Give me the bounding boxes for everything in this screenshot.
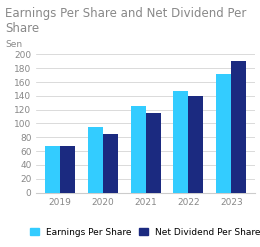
- Text: Sen: Sen: [6, 40, 23, 49]
- Legend: Earnings Per Share, Net Dividend Per Share: Earnings Per Share, Net Dividend Per Sha…: [30, 227, 260, 237]
- Bar: [173, 91, 188, 193]
- Bar: [88, 127, 103, 193]
- Text: Earnings Per Share and Net Dividend Per Share: Earnings Per Share and Net Dividend Per …: [5, 7, 246, 35]
- Bar: [231, 61, 246, 193]
- Bar: [45, 146, 60, 193]
- Bar: [103, 134, 118, 193]
- Bar: [60, 146, 75, 193]
- Bar: [216, 74, 231, 193]
- Bar: [188, 96, 203, 193]
- Bar: [146, 113, 161, 193]
- Bar: [131, 105, 146, 193]
